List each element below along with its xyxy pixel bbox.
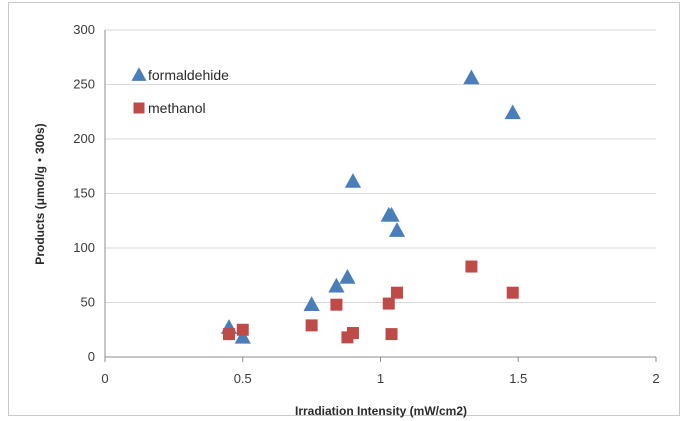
methanol-point — [346, 327, 359, 340]
methanol-point — [382, 297, 395, 310]
methanol-point — [222, 328, 235, 341]
formaldehide-point — [463, 69, 480, 85]
formaldehide-point — [234, 328, 251, 344]
methanol-point — [506, 286, 519, 299]
legend-label-1: methanol — [148, 100, 206, 116]
x-axis-title: Irradiation Intensity (mW/cm2) — [295, 404, 467, 418]
data-points — [220, 69, 521, 344]
formaldehide-point — [339, 269, 356, 284]
y-tick-label: 0 — [88, 349, 95, 364]
formaldehide-point — [383, 206, 400, 222]
axes — [104, 30, 657, 362]
legend-methanol-marker — [133, 102, 145, 114]
tick-labels: 0 50 100 150 200 250 300 0 0.5 1 1.5 2 — [73, 22, 659, 386]
methanol-point — [305, 319, 318, 332]
y-tick-label: 50 — [81, 295, 95, 310]
methanol-point — [385, 328, 398, 341]
y-tick-label: 150 — [73, 186, 95, 201]
chart-frame — [8, 2, 680, 416]
grid-lines — [105, 29, 656, 303]
y-tick-label: 250 — [73, 77, 95, 92]
methanol-point — [465, 260, 478, 273]
legend: formaldehide methanol — [131, 67, 229, 116]
methanol-point — [330, 298, 343, 311]
formaldehide-point — [344, 173, 362, 188]
x-tick-label: 0.5 — [234, 371, 252, 386]
x-tick-label: 2 — [652, 371, 659, 386]
formaldehide-point — [388, 222, 406, 237]
x-tick-label: 1.5 — [509, 371, 527, 386]
methanol-point — [391, 286, 404, 299]
formaldehide-point — [504, 104, 521, 120]
methanol-point — [236, 323, 249, 336]
legend-formaldehide-marker — [131, 67, 147, 81]
formaldehide-point — [303, 296, 320, 311]
x-tick-label: 0 — [101, 371, 108, 386]
y-axis-title: Products (μmol/g・300s) — [33, 123, 47, 264]
legend-label-0: formaldehide — [148, 67, 229, 83]
formaldehide-point — [328, 277, 345, 293]
y-tick-label: 300 — [73, 22, 95, 37]
y-tick-label: 100 — [73, 240, 95, 255]
x-tick-label: 1 — [377, 371, 384, 386]
y-tick-label: 200 — [73, 131, 95, 146]
